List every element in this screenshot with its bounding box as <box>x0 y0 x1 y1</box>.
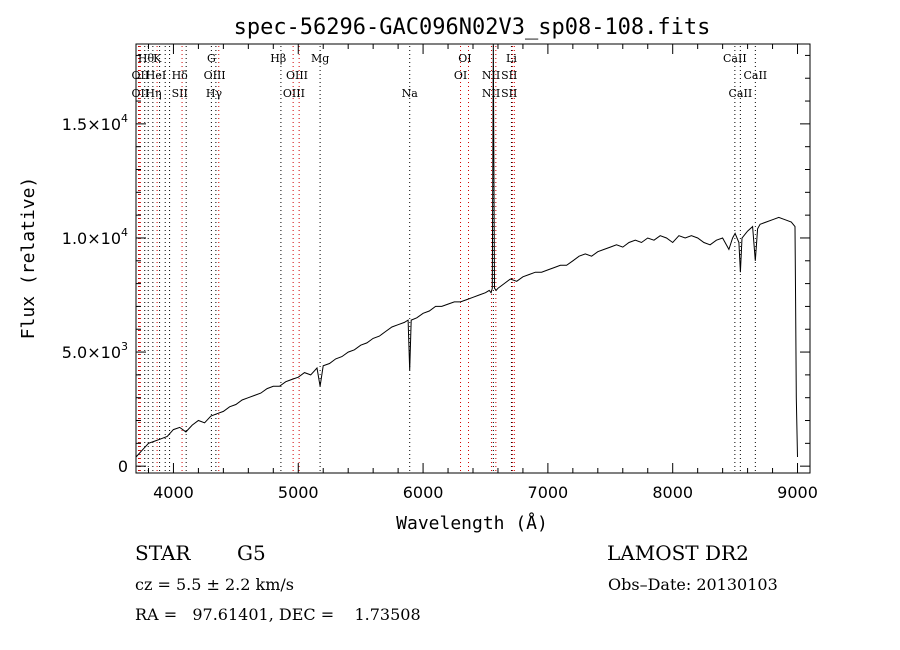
spectral-line-label: OIII <box>204 69 226 82</box>
redshift-cz: cz = 5.5 ± 2.2 km/s <box>135 575 294 594</box>
observation-date: Obs–Date: 20130103 <box>608 575 778 594</box>
survey-name: LAMOST DR2 <box>607 541 749 565</box>
spectral-line-label: NII <box>482 69 500 82</box>
spectral-line-label: Hθ <box>138 52 155 65</box>
spectral-line-label: Li <box>506 52 517 65</box>
spectral-line-label: Mg <box>311 52 329 65</box>
spectral-line-label: Hη <box>145 87 161 100</box>
spectral-line-label: SII <box>172 87 188 100</box>
object-class: STAR <box>135 541 191 565</box>
y-tick-label: 1.0×104 <box>62 226 128 248</box>
coordinates: RA = 97.61401, DEC = 1.73508 <box>135 605 421 624</box>
spectral-line-label: SII <box>501 87 517 100</box>
spectrum-line <box>135 43 798 458</box>
x-tick-label: 7000 <box>528 483 569 502</box>
spectral-line-label: Hδ <box>172 69 189 82</box>
x-tick-label: 5000 <box>278 483 319 502</box>
y-axis: 0 5.0×103 1.0×104 1.5×104 <box>62 54 810 476</box>
y-tick-label: 0 <box>118 457 128 476</box>
y-tick-label: 1.5×104 <box>62 112 128 134</box>
spectrum-chart: spec-56296-GAC096N02V3_sp08-108.fits Hθ K… <box>18 15 818 534</box>
spectral-line-label: SII <box>501 69 517 82</box>
x-tick-label: 8000 <box>652 483 693 502</box>
object-subclass: G5 <box>237 541 266 565</box>
x-axis-label: Wavelength (Å) <box>396 512 548 534</box>
x-tick-label: 6000 <box>403 483 444 502</box>
spectral-line-markers <box>137 46 756 473</box>
y-tick-label: 5.0×103 <box>62 340 128 362</box>
y-axis-label: Flux (relative) <box>18 177 39 340</box>
x-axis: 4000 5000 6000 7000 8000 9000 <box>147 44 818 502</box>
spectral-line-label: CaII <box>723 52 747 65</box>
x-tick-label: 4000 <box>153 483 194 502</box>
spectral-line-label: OI <box>454 69 467 82</box>
spectral-line-label: G <box>207 52 216 65</box>
spectral-line-label: OI <box>458 52 471 65</box>
spectral-line-label: Hγ <box>206 87 223 100</box>
spectral-line-label: HeI <box>146 69 166 82</box>
plot-frame <box>135 43 811 474</box>
spectral-line-label: NII <box>482 87 500 100</box>
spectral-line-label: K <box>153 52 162 65</box>
spectral-line-label: OIII <box>286 69 308 82</box>
spectral-line-label: CaII <box>743 69 767 82</box>
x-tick-label: 9000 <box>777 483 818 502</box>
spectral-line-label: Hβ <box>270 52 286 65</box>
spectral-line-label: CaII <box>729 87 753 100</box>
chart-title: spec-56296-GAC096N02V3_sp08-108.fits <box>234 15 711 40</box>
spectral-line-label: Na <box>402 87 419 100</box>
spectral-line-label: OIII <box>283 87 305 100</box>
